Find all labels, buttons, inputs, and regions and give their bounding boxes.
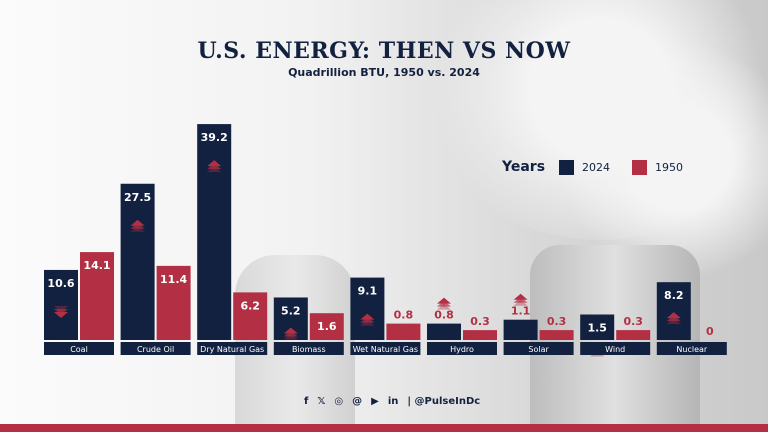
bar-1950-solar (539, 330, 574, 340)
trend-up-icon (207, 163, 222, 170)
data-label: 8.2 (664, 289, 684, 302)
bar-1950-wind (616, 330, 651, 340)
legend-label-1950: 1950 (655, 160, 684, 174)
trend-up-icon (283, 333, 298, 340)
data-label: 0.8 (434, 309, 454, 322)
category-label-bg (273, 342, 344, 355)
x-icon[interactable]: 𝕏 (317, 396, 326, 407)
category-label: Biomass (292, 345, 326, 354)
bar-2024-crude-oil (120, 183, 155, 340)
data-label: 0.3 (547, 315, 567, 328)
chart-subtitle: Quadrillion BTU, 1950 vs. 2024 (288, 66, 480, 79)
data-label: 1.6 (317, 320, 337, 333)
trend-up-icon (130, 222, 145, 229)
trend-up-icon (666, 318, 681, 325)
data-label: 9.1 (358, 285, 378, 298)
bar-1950-coal (80, 252, 114, 340)
social-handle: | @PulseInDc (407, 396, 481, 407)
data-label: 0 (706, 325, 714, 338)
category-label-bg (120, 342, 191, 355)
category-label: Wind (605, 345, 625, 354)
bottom-accent-bar (0, 424, 768, 432)
bar-2024-coal (44, 269, 78, 340)
category-label-bg (350, 342, 421, 355)
trend-up-icon (513, 299, 528, 306)
bar-1950-crude-oil (156, 265, 191, 340)
legend-title: Years (502, 159, 546, 175)
data-label: 39.2 (201, 131, 228, 144)
trend-up-icon (666, 315, 681, 322)
social-footer: f 𝕏 ◎ @ ▶ in | @PulseInDc (304, 396, 480, 407)
category-label-bg (197, 342, 268, 355)
trend-up-icon (360, 316, 375, 323)
category-label: Dry Natural Gas (200, 345, 264, 354)
category-label: Crude Oil (137, 345, 174, 354)
data-label: 5.2 (281, 304, 301, 317)
category-label-bg (503, 342, 574, 355)
data-label: 0.8 (394, 309, 414, 322)
data-label: 1.1 (511, 305, 531, 318)
legend: Years 2024 1950 (502, 159, 697, 175)
bar-1950-dry-natural-gas (233, 292, 268, 340)
category-label-bg (427, 342, 497, 355)
category-label-bg (656, 342, 727, 355)
data-label: 27.5 (124, 191, 151, 204)
category-label: Hydro (450, 345, 474, 354)
bar-2024-nuclear (656, 282, 691, 340)
category-label-bg (44, 342, 114, 355)
bar-2024-hydro (427, 323, 461, 340)
legend-swatch-1950 (632, 159, 648, 175)
threads-icon[interactable]: @ (352, 396, 363, 407)
bar-2024-dry-natural-gas (197, 124, 232, 340)
bar-2024-solar (503, 319, 538, 340)
category-label: Solar (528, 345, 549, 354)
trend-up-icon (130, 225, 145, 232)
data-label: 1.5 (587, 322, 607, 335)
trend-up-icon (360, 319, 375, 326)
category-label: Nuclear (676, 345, 708, 354)
youtube-icon[interactable]: ▶ (371, 396, 379, 407)
bar-2024-wet-natural-gas (350, 277, 385, 340)
instagram-icon[interactable]: ◎ (334, 396, 344, 407)
bar-1950-wet-natural-gas (386, 323, 421, 340)
data-label: 6.2 (240, 299, 260, 312)
bar-2024-wind (580, 314, 615, 340)
bar-1950-hydro (463, 330, 497, 340)
category-label-bg (580, 342, 651, 355)
data-label: 14.1 (83, 259, 110, 272)
trend-up-icon (283, 330, 298, 337)
trend-up-icon (437, 303, 451, 310)
trend-up-icon (437, 300, 451, 307)
bar-1950-biomass (309, 313, 344, 340)
data-label: 10.6 (47, 277, 74, 290)
category-label: Coal (70, 345, 88, 354)
facebook-icon[interactable]: f (304, 396, 309, 407)
legend-swatch-2024 (559, 159, 575, 175)
trend-down-icon (54, 311, 68, 318)
trend-up-icon (207, 166, 222, 173)
data-label: 11.4 (160, 273, 187, 286)
data-label: 0.3 (470, 315, 490, 328)
chart-title: U.S. ENERGY: THEN VS NOW (197, 38, 571, 64)
linkedin-icon[interactable]: in (387, 396, 399, 407)
data-label: 0.3 (623, 315, 643, 328)
legend-label-2024: 2024 (582, 160, 611, 174)
trend-up-icon (513, 296, 528, 303)
category-label: Wet Natural Gas (353, 345, 418, 354)
